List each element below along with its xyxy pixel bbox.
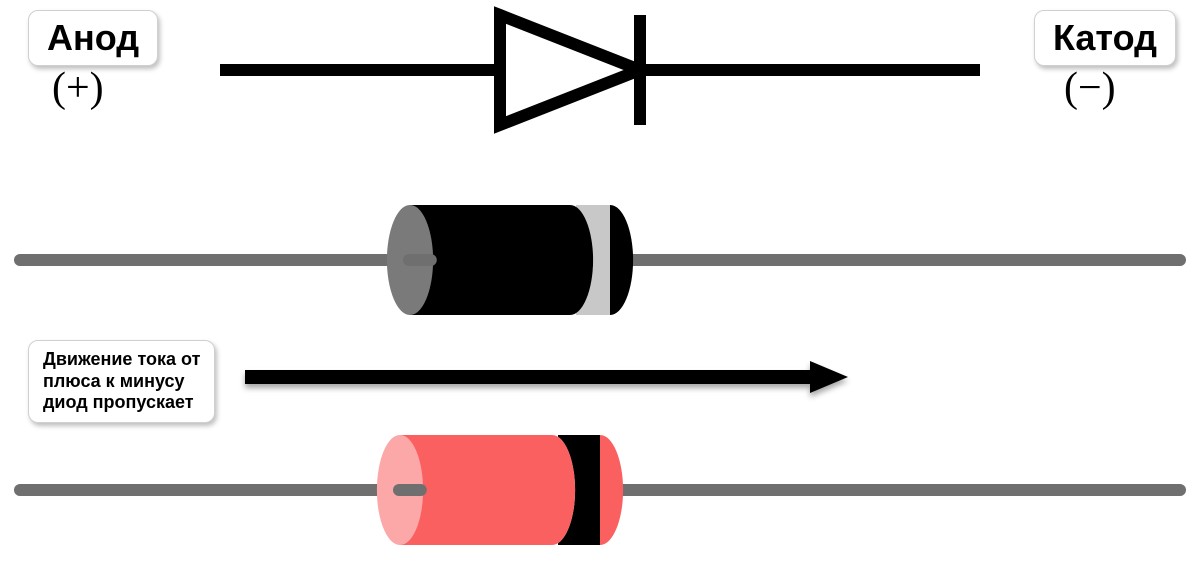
current-flow-arrow: [245, 361, 848, 393]
minus-sign-text: (−): [1064, 65, 1116, 111]
diode-physical-black: [20, 205, 1180, 315]
flow-description-box: Движение тока от плюса к минусу диод про…: [28, 340, 215, 423]
anode-label: Анод: [28, 10, 158, 66]
cathode-label-text: Катод: [1053, 17, 1157, 58]
plus-sign: (+): [52, 64, 104, 112]
diagram-canvas: [0, 0, 1200, 577]
minus-sign: (−): [1064, 64, 1116, 112]
flow-description-line3: диод пропускает: [43, 392, 200, 414]
diode-physical-red: [20, 435, 1180, 545]
flow-description-line2: плюса к минусу: [43, 371, 200, 393]
flow-description-line1: Движение тока от: [43, 349, 200, 371]
plus-sign-text: (+): [52, 65, 104, 111]
cathode-label: Катод: [1034, 10, 1176, 66]
anode-label-text: Анод: [47, 17, 139, 58]
diode-schematic-symbol: [220, 15, 980, 125]
